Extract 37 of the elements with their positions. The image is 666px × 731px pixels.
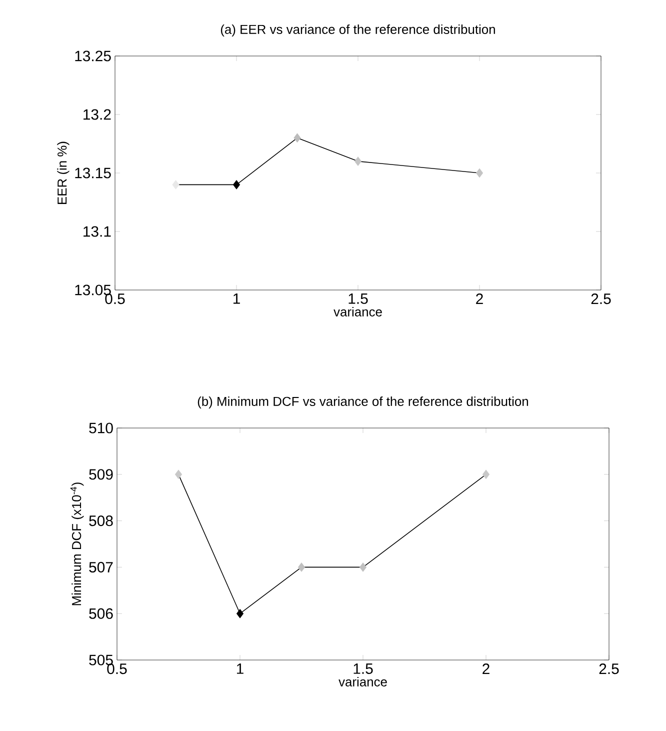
- point: [476, 168, 484, 178]
- x-tick-label: 1.5: [354, 664, 373, 674]
- point: [172, 180, 180, 190]
- y-tick-label: 507: [89, 562, 113, 572]
- x-tick-label: 1: [233, 294, 240, 304]
- y-tick-label: 509: [89, 469, 113, 480]
- y-tick-label: 13.05: [75, 284, 111, 296]
- x-tick-label: 2.5: [599, 664, 619, 674]
- y-axis-title: EER (in %): [57, 142, 70, 204]
- x-tick-label: 2: [476, 294, 483, 304]
- point: [482, 470, 490, 480]
- y-axis-title: Minimum DCF (x10$^{-4}$): [70, 482, 84, 606]
- y-tick-label: 13.25: [75, 50, 111, 62]
- y-tick-label: 13.1: [84, 226, 111, 237]
- x-axis-title: variance: [338, 676, 387, 686]
- point: [174, 470, 182, 480]
- point: [232, 180, 240, 190]
- point: [236, 608, 244, 618]
- point: [354, 156, 362, 166]
- point: [298, 562, 306, 572]
- y-tick-label: 505: [89, 654, 113, 666]
- x-tick-label: 0.5: [107, 664, 127, 674]
- y-tick-label: 13.15: [75, 168, 111, 178]
- x-tick-label: 1.5: [348, 294, 368, 304]
- point: [294, 133, 301, 143]
- x-tick-label: 1: [236, 664, 244, 674]
- point: [359, 562, 367, 572]
- y-tick-label: 510: [89, 422, 113, 434]
- y-tick-label: 506: [89, 608, 113, 619]
- y-tick-label: 13.2: [84, 109, 111, 120]
- chart-title: (a) EER vs variance of the reference distribution: [220, 24, 495, 37]
- x-axis-title: variance: [334, 306, 382, 316]
- y-tick-label: 508: [89, 516, 113, 526]
- x-tick-label: 0.5: [105, 294, 125, 304]
- x-tick-label: 2.5: [591, 294, 611, 304]
- x-tick-label: 2: [482, 664, 490, 674]
- chart-title: (b) Minimum DCF vs variance of the reference distribution: [198, 396, 528, 409]
